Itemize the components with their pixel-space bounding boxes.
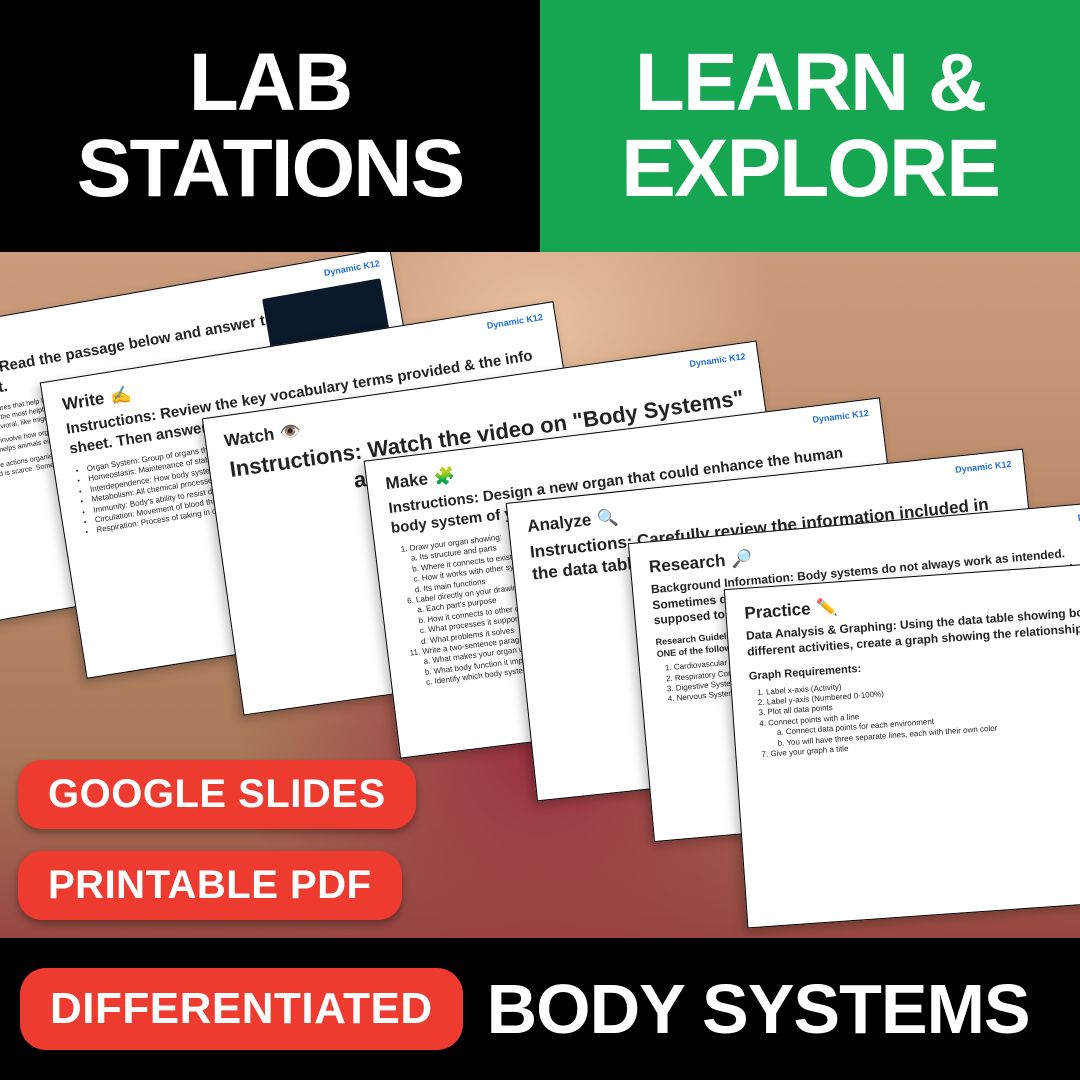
header-right-line1: LEARN & — [635, 37, 985, 128]
header-row: LAB STATIONS LEARN & EXPLORE — [0, 0, 1080, 252]
magnify-gear-icon: 🔎 — [730, 547, 753, 571]
card-analyze-title-text: Analyze — [526, 509, 592, 538]
header-left-line1: LAB — [189, 37, 352, 128]
magnify-icon: 🔍 — [596, 506, 619, 530]
header-left-panel: LAB STATIONS — [0, 0, 540, 252]
header-left-text: LAB STATIONS — [77, 40, 463, 212]
card-write-title-text: Write — [61, 388, 106, 416]
pill-differentiated: DIFFERENTIATED — [20, 968, 463, 1050]
bottom-title: BODY SYSTEMS — [487, 969, 1030, 1049]
pencil-icon: ✏️ — [816, 596, 839, 620]
header-right-line2: EXPLORE — [621, 123, 999, 214]
pill-printable-pdf: PRINTABLE PDF — [18, 851, 402, 920]
header-left-line2: STATIONS — [77, 123, 463, 214]
card-practice: Dynamic K12 Practice ✏️ Data Analysis & … — [724, 552, 1080, 929]
header-right-text: LEARN & EXPLORE — [621, 40, 999, 212]
puzzle-icon: 🧩 — [433, 465, 457, 490]
card-make-title-text: Make — [384, 468, 429, 495]
feature-pills: GOOGLE SLIDES PRINTABLE PDF — [18, 760, 416, 920]
eye-icon: 👁️ — [279, 420, 303, 445]
header-right-panel: LEARN & EXPLORE — [540, 0, 1080, 252]
bottom-bar: DIFFERENTIATED BODY SYSTEMS — [0, 938, 1080, 1080]
card-watch-title-text: Watch — [223, 424, 276, 453]
card-practice-title-text: Practice — [744, 598, 812, 625]
write-icon: ✍️ — [108, 384, 132, 409]
pill-google-slides: GOOGLE SLIDES — [18, 760, 416, 829]
card-research-title-text: Research — [648, 550, 726, 579]
